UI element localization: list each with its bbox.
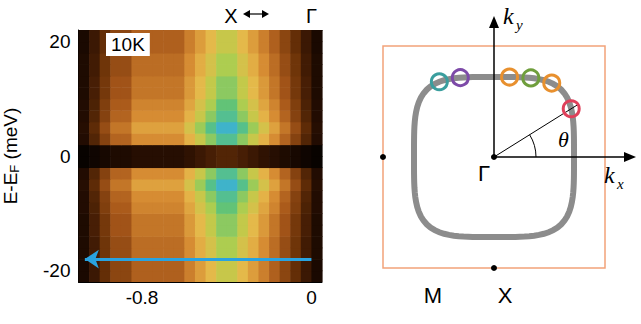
- svg-text:10K: 10K: [111, 34, 145, 55]
- svg-text:θ: θ: [558, 127, 569, 152]
- svg-text:Γ: Γ: [478, 161, 490, 186]
- svg-text:20: 20: [49, 31, 70, 52]
- svg-text:M: M: [424, 283, 442, 308]
- svg-text:X: X: [224, 5, 237, 27]
- svg-text:X: X: [498, 283, 513, 308]
- svg-text:F: F: [7, 165, 22, 173]
- svg-text:0: 0: [306, 287, 317, 308]
- svg-text:E-E: E-E: [0, 173, 21, 205]
- svg-text:k: k: [503, 3, 514, 29]
- svg-text:x: x: [616, 176, 624, 192]
- svg-text:Γ: Γ: [306, 5, 317, 27]
- svg-text:y: y: [514, 17, 523, 33]
- svg-text:k: k: [604, 162, 615, 188]
- svg-text:0: 0: [60, 146, 71, 167]
- svg-text:-20: -20: [43, 260, 70, 281]
- svg-text:(meV): (meV): [0, 108, 21, 165]
- svg-text:-0.8: -0.8: [126, 287, 159, 308]
